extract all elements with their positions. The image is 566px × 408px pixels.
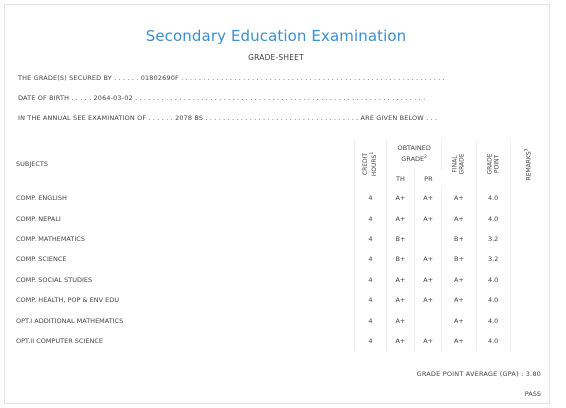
th-grade-cell: A+ bbox=[386, 330, 415, 352]
pr-grade-cell: A+ bbox=[414, 330, 443, 352]
pr-grade-cell: A+ bbox=[414, 289, 443, 311]
gpa-summary: GRADE POINT AVERAGE (GPA) : 3.80 bbox=[416, 370, 541, 378]
credit-cell: 4 bbox=[354, 289, 387, 311]
th-grade-cell: A+ bbox=[386, 269, 415, 290]
th-grade-cell: A+ bbox=[386, 289, 415, 311]
subject-cell: COMP. HEALTH, POP & ENV EDU bbox=[10, 289, 355, 311]
table-row: OPT.I ADDITIONAL MATHEMATICS 4 A+ A+ 4.0 bbox=[10, 310, 546, 331]
table-row: COMP. SCIENCE 4 B+ A+ B+ 3.2 bbox=[10, 249, 546, 270]
final-grade-cell: B+ bbox=[441, 249, 477, 270]
remarks-cell bbox=[510, 310, 546, 331]
remarks-cell bbox=[510, 331, 546, 351]
subject-cell: OPT.II COMPUTER SCIENCE bbox=[10, 330, 355, 352]
pr-grade-cell bbox=[414, 310, 443, 331]
header-credit-hours: CREDIT HOURS1 bbox=[354, 140, 387, 188]
th-grade-cell: A+ bbox=[386, 310, 415, 331]
grade-point-cell: 4.0 bbox=[476, 269, 511, 290]
pr-grade-cell: A+ bbox=[414, 208, 443, 229]
credit-cell: 4 bbox=[354, 249, 387, 270]
final-grade-cell: A+ bbox=[441, 269, 477, 290]
table-row: COMP. NEPALI 4 A+ A+ A+ 4.0 bbox=[10, 208, 546, 229]
th-grade-cell: B+ bbox=[386, 228, 415, 250]
grade-point-cell: 4.0 bbox=[476, 289, 511, 311]
header-obtained-grade: OBTAINED GRADE2 bbox=[386, 140, 443, 169]
credit-cell: 4 bbox=[354, 188, 387, 209]
remarks-cell bbox=[510, 188, 546, 209]
subject-cell: COMP. SCIENCE bbox=[10, 249, 355, 270]
final-grade-cell: A+ bbox=[441, 188, 477, 209]
header-remarks: REMARKS3 bbox=[524, 147, 533, 181]
credit-cell: 4 bbox=[354, 269, 387, 290]
grades-secured-line: THE GRADE(S) SECURED BY . . . . . . 0180… bbox=[18, 74, 445, 82]
final-grade-cell: A+ bbox=[441, 310, 477, 331]
subject-cell: COMP. SOCIAL STUDIES bbox=[10, 269, 355, 290]
pr-grade-cell bbox=[414, 228, 443, 250]
credit-cell: 4 bbox=[354, 310, 387, 331]
grade-point-cell: 4.0 bbox=[476, 208, 511, 229]
header-th: TH bbox=[386, 169, 415, 188]
pr-grade-cell: A+ bbox=[414, 269, 443, 290]
header-final-grade: FINAL GRADE bbox=[441, 140, 477, 188]
page-title: Secondary Education Examination bbox=[145, 27, 407, 45]
pr-grade-cell: A+ bbox=[414, 249, 443, 270]
grade-sheet-frame bbox=[4, 4, 550, 404]
grade-point-cell: 3.2 bbox=[476, 228, 511, 250]
grade-point-cell: 4.0 bbox=[476, 310, 511, 331]
final-grade-cell: A+ bbox=[441, 289, 477, 311]
result-status: PASS bbox=[524, 390, 541, 398]
table-row: COMP. MATHEMATICS 4 B+ B+ 3.2 bbox=[10, 228, 546, 250]
subject-cell: COMP. MATHEMATICS bbox=[10, 228, 355, 250]
credit-cell: 4 bbox=[354, 228, 387, 250]
grade-point-cell: 4.0 bbox=[476, 330, 511, 352]
header-pr: PR bbox=[424, 174, 433, 183]
grade-point-cell: 3.2 bbox=[476, 249, 511, 270]
final-grade-cell: A+ bbox=[441, 208, 477, 229]
th-grade-cell: A+ bbox=[386, 188, 415, 209]
subject-cell: OPT.I ADDITIONAL MATHEMATICS bbox=[10, 310, 355, 331]
table-row: COMP. HEALTH, POP & ENV EDU 4 A+ A+ A+ 4… bbox=[10, 289, 546, 311]
remarks-cell bbox=[510, 249, 546, 269]
pr-grade-cell: A+ bbox=[414, 188, 443, 209]
subject-cell: COMP. NEPALI bbox=[10, 208, 355, 229]
header-grade-point: GRADE POINT bbox=[476, 140, 511, 188]
remarks-cell bbox=[510, 208, 546, 228]
grades-table: SUBJECTS CREDIT HOURS1 OBTAINED GRADE2 FIN… bbox=[10, 140, 546, 352]
page-subtitle: GRADE-SHEET bbox=[248, 53, 304, 62]
th-grade-cell: A+ bbox=[386, 208, 415, 229]
table-row: COMP. SOCIAL STUDIES 4 A+ A+ A+ 4.0 bbox=[10, 269, 546, 290]
subject-cell: COMP. ENGLISH bbox=[10, 188, 355, 209]
th-grade-cell: B+ bbox=[386, 249, 415, 270]
remarks-cell bbox=[510, 290, 546, 310]
table-row: COMP. ENGLISH 4 A+ A+ A+ 4.0 bbox=[10, 188, 546, 209]
header-subjects: SUBJECTS bbox=[10, 140, 355, 188]
credit-cell: 4 bbox=[354, 208, 387, 229]
remarks-cell bbox=[510, 269, 546, 290]
final-grade-cell: B+ bbox=[441, 228, 477, 250]
table-row: OPT.II COMPUTER SCIENCE 4 A+ A+ A+ 4.0 bbox=[10, 330, 546, 352]
credit-cell: 4 bbox=[354, 330, 387, 352]
date-of-birth-line: DATE OF BIRTH . . . . . 2064-03-02 . . .… bbox=[18, 94, 426, 102]
final-grade-cell: A+ bbox=[441, 330, 477, 352]
grade-point-cell: 4.0 bbox=[476, 188, 511, 209]
remarks-cell bbox=[510, 228, 546, 250]
exam-line: IN THE ANNUAL SEE EXAMINATION OF . . . .… bbox=[18, 114, 438, 122]
